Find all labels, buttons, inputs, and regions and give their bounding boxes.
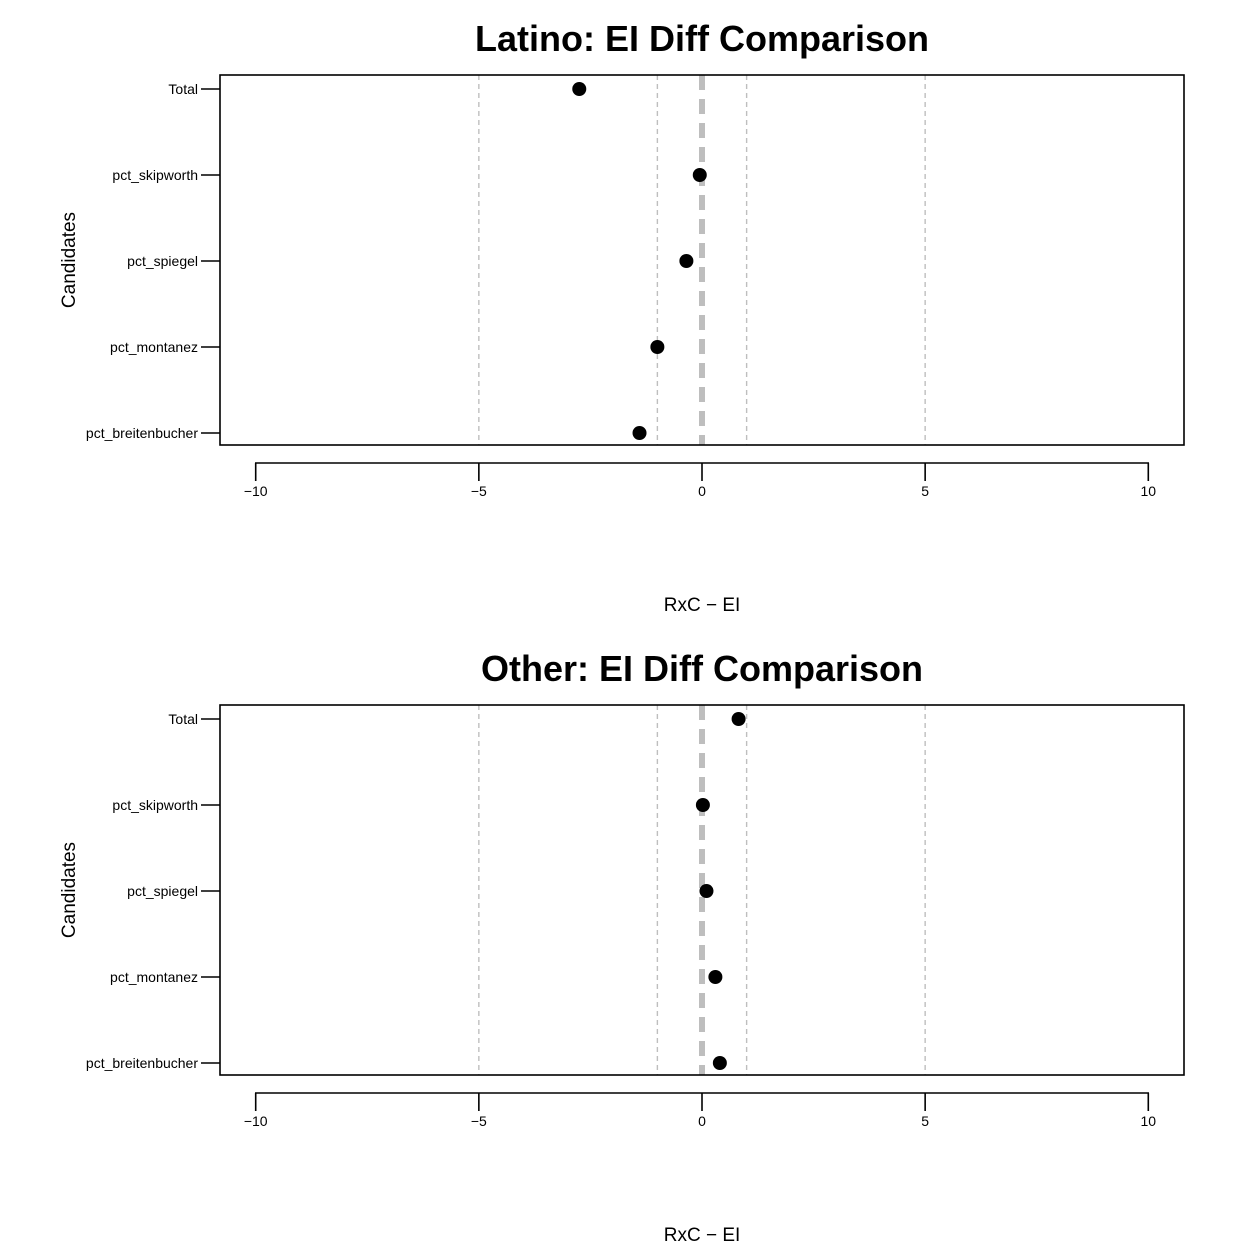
y-tick-label: pct_breitenbucher xyxy=(86,1055,198,1071)
y-tick-label: pct_montanez xyxy=(110,339,198,355)
plot-frame xyxy=(219,704,1185,1076)
data-point-pct-skipworth xyxy=(692,168,707,182)
chart-title: Other: EI Diff Comparison xyxy=(481,648,923,689)
y-tick-label: pct_skipworth xyxy=(112,167,198,183)
x-axis-title: RxC − EI xyxy=(664,1225,741,1246)
data-point-total xyxy=(731,712,746,726)
x-tick-label: −5 xyxy=(471,483,487,499)
x-tick-label: 0 xyxy=(698,1113,706,1129)
data-point-total xyxy=(572,82,587,96)
x-tick-label: 5 xyxy=(921,1113,929,1129)
plot-frame xyxy=(219,74,1185,446)
data-point-pct-skipworth xyxy=(695,798,710,812)
x-tick-label: −5 xyxy=(471,1113,487,1129)
data-point-pct-montanez xyxy=(650,340,665,354)
y-tick-label: pct_skipworth xyxy=(112,797,198,813)
y-tick-label: Total xyxy=(168,81,198,97)
data-point-pct-spiegel xyxy=(699,884,714,898)
y-tick-label: pct_breitenbucher xyxy=(86,425,198,441)
data-point-pct-breitenbucher xyxy=(712,1056,727,1070)
x-tick-label: 10 xyxy=(1141,1113,1157,1129)
chart-title: Latino: EI Diff Comparison xyxy=(475,18,929,59)
y-tick-label: pct_montanez xyxy=(110,969,198,985)
y-axis-title: Candidates xyxy=(59,842,80,938)
chart-panel-latino: Latino: EI Diff Comparison −10 −5 0 5 10 RxC −… xyxy=(59,18,1185,616)
data-point-pct-montanez xyxy=(708,970,723,984)
y-axis-title: Candidates xyxy=(59,212,80,308)
chart-panel-other: Other: EI Diff Comparison −10 −5 0 5 10 RxC − … xyxy=(59,648,1185,1246)
x-tick-label: −10 xyxy=(244,483,268,499)
x-tick-label: 10 xyxy=(1141,483,1157,499)
y-tick-label: pct_spiegel xyxy=(127,883,198,899)
x-tick-label: 5 xyxy=(921,483,929,499)
data-point-pct-spiegel xyxy=(679,254,694,268)
x-axis-title: RxC − EI xyxy=(664,595,741,616)
x-tick-label: 0 xyxy=(698,483,706,499)
data-point-pct-breitenbucher xyxy=(632,426,647,440)
y-tick-label: pct_spiegel xyxy=(127,253,198,269)
x-tick-label: −10 xyxy=(244,1113,268,1129)
y-tick-label: Total xyxy=(168,711,198,727)
